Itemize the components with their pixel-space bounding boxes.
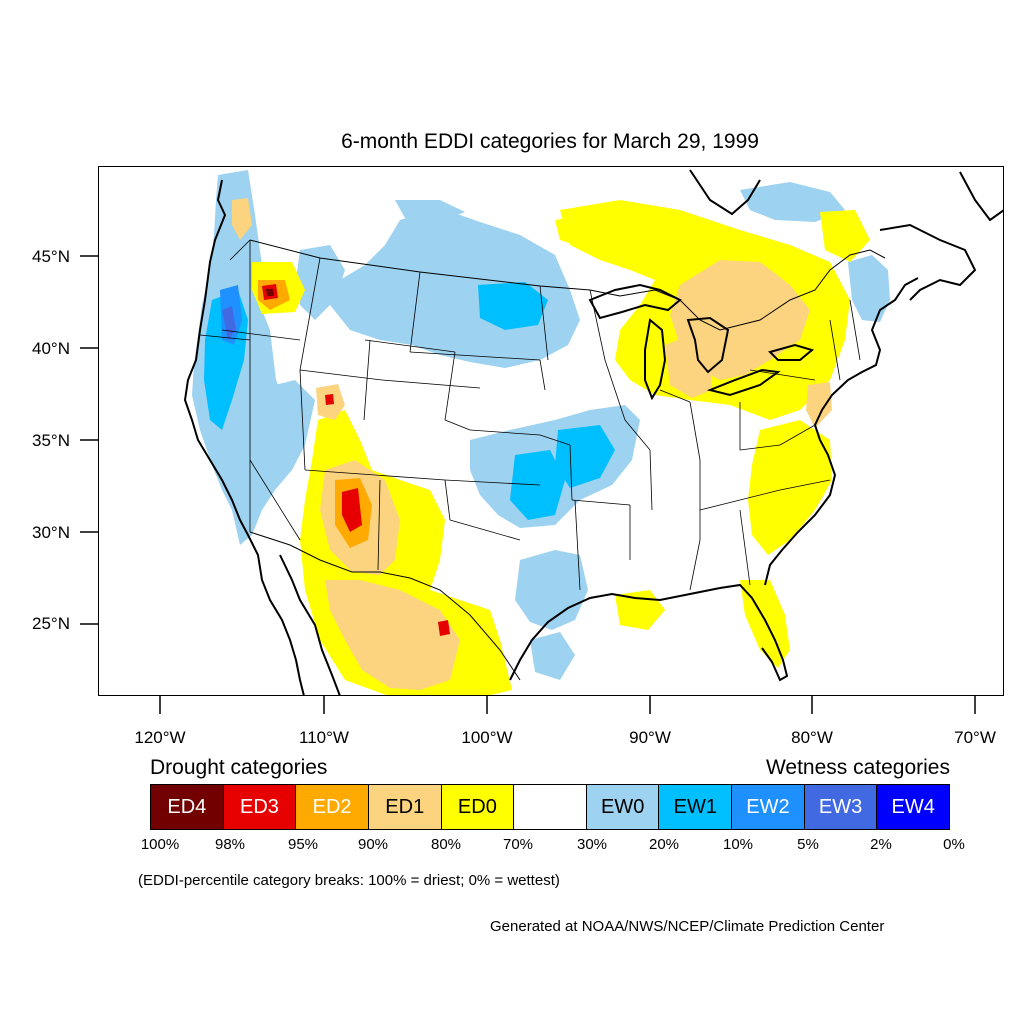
state-lines bbox=[199, 239, 861, 591]
ed0-region-carolinas bbox=[748, 420, 832, 555]
map-title: 6-month EDDI categories for March 29, 19… bbox=[341, 130, 759, 153]
lon-label-120w: 120°W bbox=[134, 728, 186, 747]
break-label-20: 20% bbox=[648, 836, 680, 853]
legend-cell-ed4: ED4 bbox=[151, 785, 224, 829]
lake-erie bbox=[706, 368, 781, 397]
lon-label-100w: 100°W bbox=[461, 728, 513, 747]
lon-label-70w: 70°W bbox=[954, 728, 996, 747]
legend-label-ed1: ED1 bbox=[385, 795, 425, 818]
us-canada-border bbox=[249, 239, 886, 331]
legend-cell-ew3: EW3 bbox=[804, 785, 878, 829]
west-coast bbox=[183, 179, 305, 696]
credit-line: Generated at NOAA/NWS/NCEP/Climate Predi… bbox=[490, 918, 885, 935]
drought-categories-heading: Drought categories bbox=[150, 756, 328, 779]
wet-region-gulf-mexico bbox=[530, 632, 575, 680]
lat-label-45n: 45°N bbox=[32, 247, 70, 266]
ed3-region-new-mexico bbox=[342, 488, 362, 532]
break-label-5: 5% bbox=[797, 836, 819, 853]
break-label-10: 10% bbox=[722, 836, 754, 853]
legend-cell-ed0: ED0 bbox=[441, 785, 515, 829]
ed3-region-mexico bbox=[438, 620, 450, 636]
break-label-98: 98% bbox=[214, 836, 246, 853]
break-label-0: 0% bbox=[943, 836, 965, 853]
lake-ontario bbox=[768, 343, 815, 361]
gulf-st-lawrence bbox=[879, 223, 977, 301]
legend-label-ed4: ED4 bbox=[167, 795, 207, 818]
us-mexico-border bbox=[249, 531, 521, 681]
break-label-30: 30% bbox=[576, 836, 608, 853]
legend-color-bar: ED4 ED3 ED2 ED1 ED0 EW0 EW1 EW2 EW3 EW4 bbox=[150, 784, 950, 830]
legend-cell-ew1: EW1 bbox=[659, 785, 733, 829]
lat-label-40n: 40°N bbox=[32, 339, 70, 358]
lat-label-25n: 25°N bbox=[32, 614, 70, 633]
break-label-95: 95% bbox=[287, 836, 319, 853]
legend-label-ed2: ED2 bbox=[312, 795, 352, 818]
wetness-categories-heading: Wetness categories bbox=[765, 756, 950, 779]
lat-label-35n: 35°N bbox=[32, 431, 70, 450]
gulf-coast bbox=[509, 583, 789, 682]
political-boundaries bbox=[183, 169, 1004, 696]
legend-label-ew4: EW4 bbox=[891, 795, 935, 818]
ed1-region-washington bbox=[232, 198, 252, 240]
legend-cell-ew2: EW2 bbox=[732, 785, 805, 829]
break-label-80: 80% bbox=[430, 836, 462, 853]
wet-region-canada-north bbox=[395, 200, 465, 222]
break-label-2: 2% bbox=[870, 836, 892, 853]
legend-label-ew0: EW0 bbox=[600, 795, 645, 818]
legend-cell-ed3: ED3 bbox=[223, 785, 297, 829]
lon-label-80w: 80°W bbox=[791, 728, 833, 747]
wet-region-idaho bbox=[296, 245, 345, 320]
lake-michigan bbox=[644, 318, 667, 401]
ew1-region-missouri bbox=[555, 425, 615, 488]
lat-label-30n: 30°N bbox=[32, 523, 70, 542]
ed3-region-utah bbox=[325, 394, 334, 405]
canada-coast-east bbox=[959, 171, 1004, 222]
ew1-region-north-dakota bbox=[478, 282, 548, 330]
ed0-region-canada bbox=[555, 212, 640, 250]
lake-superior bbox=[588, 283, 682, 320]
lon-label-90w: 90°W bbox=[629, 728, 671, 747]
legend-cell-ew0: EW0 bbox=[586, 785, 660, 829]
ed0-region-canada-east bbox=[820, 210, 870, 262]
wet-region-northern-plains bbox=[330, 208, 580, 368]
legend-cell-ed1: ED1 bbox=[368, 785, 442, 829]
legend-label-ed3: ED3 bbox=[240, 795, 279, 818]
legend-label-ed0: ED0 bbox=[457, 795, 497, 818]
legend-label-ew3: EW3 bbox=[818, 795, 863, 818]
canada-coast-north bbox=[689, 169, 761, 216]
wet-region-texas bbox=[515, 550, 588, 630]
legend-note: (EDDI-percentile category breaks: 100% =… bbox=[138, 872, 560, 889]
ed1-region-mexico bbox=[325, 580, 460, 690]
break-label-90: 90% bbox=[357, 836, 389, 853]
legend-label-ew1: EW1 bbox=[673, 795, 717, 818]
legend-label-ew2: EW2 bbox=[746, 795, 790, 818]
wet-region-canada-east bbox=[740, 182, 845, 222]
legend-cell-ew4: EW4 bbox=[877, 785, 950, 829]
ed1-region-michigan bbox=[665, 335, 712, 398]
legend-cell-ed2: ED2 bbox=[296, 785, 369, 829]
wet-region-new-england bbox=[848, 255, 890, 322]
ed4-region-oregon bbox=[266, 289, 274, 296]
ed1-region-new-jersey bbox=[806, 382, 832, 428]
break-label-100: 100% bbox=[140, 836, 180, 853]
east-coast bbox=[764, 277, 919, 586]
lake-huron bbox=[686, 316, 730, 374]
wet-anomaly-cores bbox=[204, 282, 615, 520]
lon-label-110w: 110°W bbox=[299, 728, 349, 747]
legend-cell-normal bbox=[514, 785, 587, 829]
wet-region-great-basin bbox=[252, 380, 315, 470]
break-label-70: 70% bbox=[502, 836, 534, 853]
baja-coast bbox=[279, 554, 341, 696]
